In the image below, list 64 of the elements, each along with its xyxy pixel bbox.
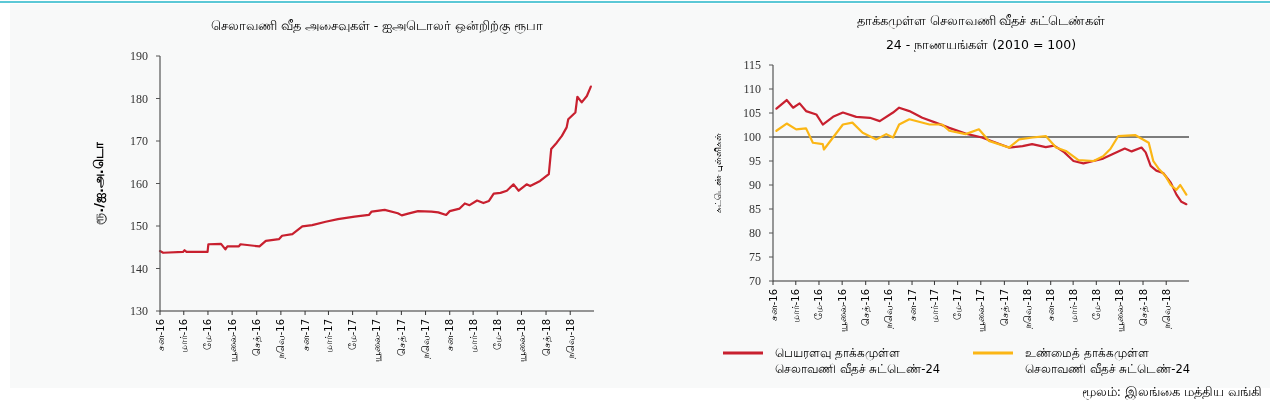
legend-label: பெயரளவு தாக்கமுள்ள செலாவணி வீதச் சுட்டெண்-24 — [775, 346, 941, 376]
x-tick-label: மார்-17 — [928, 289, 940, 324]
x-tick-label: யூலை-17 — [371, 319, 383, 363]
x-tick-label: செத்-17 — [998, 289, 1010, 327]
y-tick-label: 85 — [749, 202, 761, 217]
x-tick-label: மே-17 — [347, 319, 359, 351]
x-tick-label: சன-18 — [1045, 289, 1057, 322]
x-tick-label: செத்-16 — [860, 289, 872, 327]
x-tick-label: மே-17 — [952, 289, 964, 321]
x-tick-label: மே-16 — [202, 319, 214, 351]
x-tick-label: செத்-17 — [395, 319, 407, 357]
x-tick-label: மார்-18 — [467, 319, 479, 354]
y-tick-label: 105 — [743, 106, 761, 121]
x-tick-label: மே-16 — [813, 289, 825, 321]
y-tick-label: 160 — [130, 176, 148, 191]
x-tick-label: நவெ-17 — [420, 319, 432, 360]
y-tick-label: 170 — [130, 134, 148, 149]
x-tick-label: யூலை-16 — [226, 319, 238, 363]
x-tick-label: சன-17 — [906, 289, 918, 322]
y-tick-label: 75 — [749, 250, 761, 265]
chart-title: தாக்கமுள்ள செலாவணி வீதச் சுட்டெண்கள் — [856, 13, 1106, 29]
line-series — [775, 118, 1188, 196]
x-tick-label: நவெ-18 — [1160, 289, 1172, 330]
x-tick-label: மார்-18 — [1067, 289, 1079, 324]
x-tick-label: நவெ-18 — [1022, 289, 1034, 330]
x-tick-label: மே-18 — [491, 319, 503, 351]
y-tick-label: 100 — [743, 130, 761, 145]
chart-subtitle: 24 - நாணயங்கள் (2010 = 100) — [885, 37, 1077, 52]
x-tick-label: சன-17 — [299, 319, 311, 352]
y-axis-title: சுட்டெண் புள்ளிகள் — [713, 132, 724, 213]
y-tick-label: 90 — [749, 178, 761, 193]
y-tick-label: 70 — [749, 274, 761, 289]
y-axis-title: ரூ./ஐ.அ.டொ — [90, 142, 107, 225]
y-tick-label: 115 — [743, 58, 761, 73]
y-tick-label: 180 — [130, 91, 148, 106]
chart-title: செலாவணி வீத அசைவுகள் - ஐஅடொலர் ஒன்றிற்கு ரூபா — [210, 18, 544, 34]
x-tick-label: நவெ-16 — [275, 319, 287, 360]
y-tick-label: 140 — [130, 261, 148, 276]
x-tick-label: மார்-16 — [178, 319, 190, 354]
x-tick-label: யூலை-16 — [836, 289, 848, 333]
x-tick-label: யூலை-18 — [1113, 289, 1125, 333]
x-tick-label: மே-18 — [1090, 289, 1102, 321]
y-tick-label: 130 — [130, 304, 148, 319]
y-tick-label: 95 — [749, 154, 761, 169]
x-tick-label: நவெ-16 — [883, 289, 895, 330]
y-tick-label: 80 — [749, 226, 761, 241]
x-tick-label: யூலை-18 — [515, 319, 527, 363]
x-tick-label: யூலை-17 — [975, 289, 987, 333]
y-tick-label: 190 — [130, 49, 148, 64]
y-tick-label: 150 — [130, 219, 148, 234]
x-tick-label: நவெ-18 — [564, 319, 576, 360]
line-series — [158, 85, 592, 254]
x-tick-label: மார்-17 — [322, 319, 334, 354]
x-tick-label: மார்-16 — [790, 289, 802, 324]
line-series — [775, 98, 1188, 206]
text: மூலம்: இலங்கை மத்திய வங்கி — [1081, 384, 1262, 400]
x-tick-label: சன-16 — [767, 289, 779, 322]
y-tick-label: 110 — [743, 82, 761, 97]
x-tick-label: செத்-18 — [1137, 289, 1149, 327]
x-tick-label: சன-18 — [444, 319, 456, 352]
x-tick-label: செத்-16 — [251, 319, 263, 357]
legend-label: உண்மைத் தாக்கமுள்ள செலாவணி வீதச் சுட்டெண்-24 — [1025, 346, 1191, 376]
x-tick-label: செத்-18 — [540, 319, 552, 357]
x-tick-label: சன-16 — [154, 319, 166, 352]
